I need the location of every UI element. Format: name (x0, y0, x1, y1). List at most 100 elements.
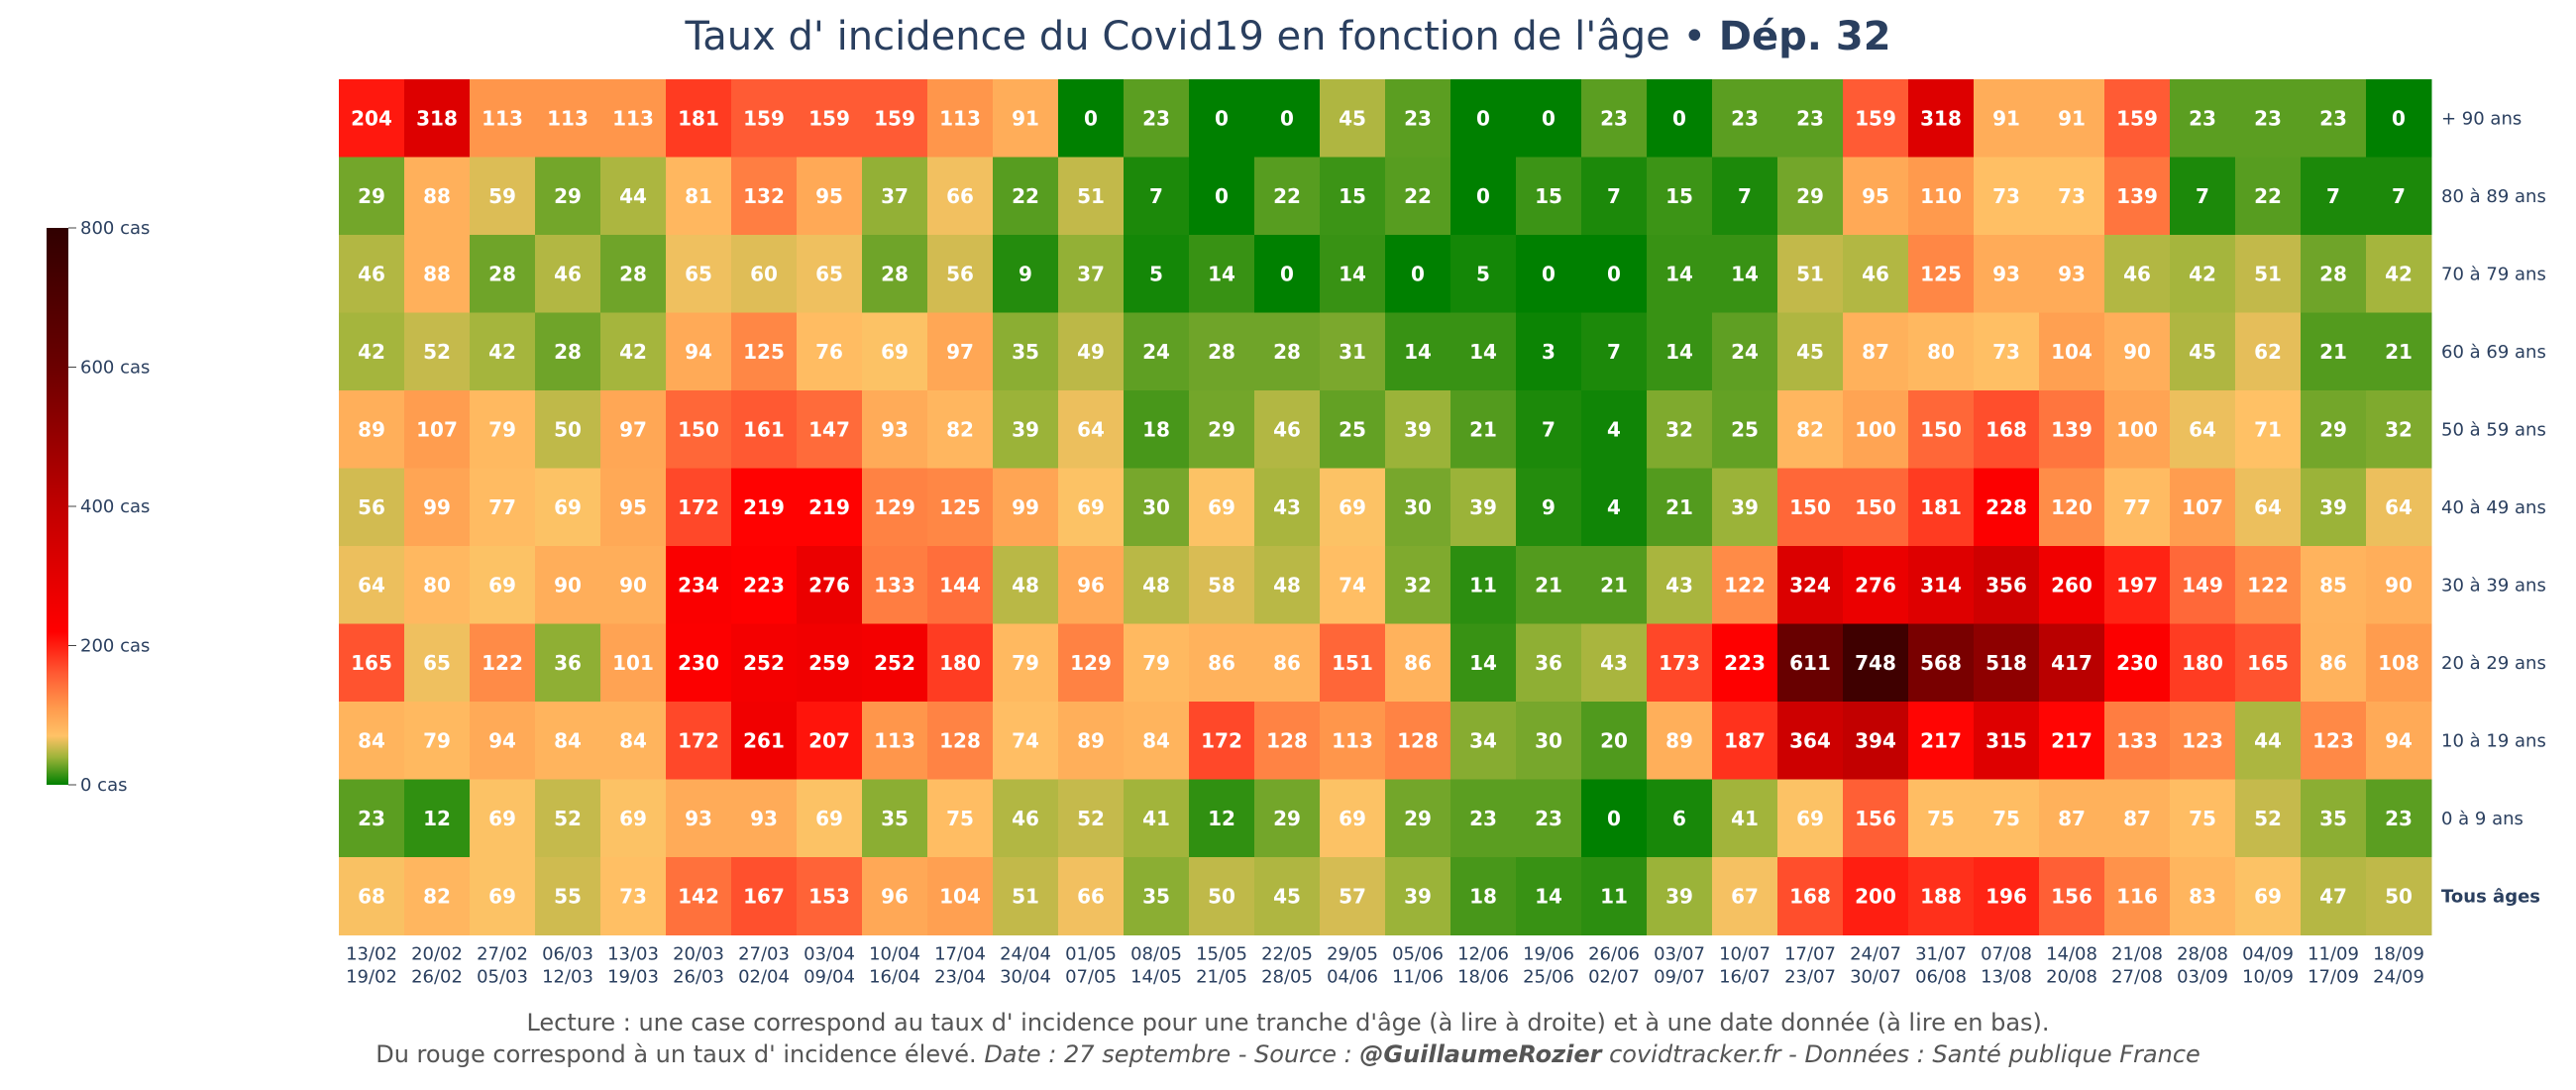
heatmap-cell (1189, 857, 1255, 935)
heatmap-cell-label: 324 (1789, 573, 1831, 597)
heatmap-cell-label: 64 (2189, 417, 2216, 441)
heatmap-cell (1320, 779, 1386, 858)
heatmap-cell-label: 73 (1992, 184, 2020, 208)
heatmap-cell (666, 79, 732, 158)
heatmap-cell (1908, 546, 1975, 624)
heatmap-cell (1647, 857, 1713, 935)
heatmap-cell (1385, 312, 1451, 391)
heatmap-cell-label: 48 (1012, 573, 1039, 597)
heatmap-cell (1712, 390, 1778, 469)
heatmap-cell-label: 168 (1986, 417, 2027, 441)
heatmap-cell (1320, 390, 1386, 469)
x-tick-end: 17/09 (2308, 967, 2359, 988)
heatmap-cell (1124, 546, 1190, 624)
heatmap-cell-label: 113 (1332, 728, 1373, 752)
heatmap-cell (1974, 857, 2040, 935)
heatmap-cell-label: 0 (1542, 262, 1556, 285)
heatmap-cell (1254, 235, 1321, 313)
heatmap-cell-label: 113 (939, 106, 981, 130)
heatmap-cell (1843, 468, 1909, 547)
heatmap-cell (1320, 546, 1386, 624)
heatmap-cell-label: 28 (554, 340, 582, 364)
heatmap-cell (1385, 390, 1451, 469)
heatmap-cell-label: 18 (1142, 417, 1170, 441)
heatmap-cell (1516, 468, 1582, 547)
heatmap-cell (2366, 857, 2432, 935)
heatmap-cell-label: 86 (1404, 651, 1432, 675)
heatmap-cell (1058, 779, 1125, 858)
heatmap-cell-label: 104 (939, 884, 981, 908)
x-tick-start: 18/09 (2373, 944, 2424, 965)
heatmap-cell (1581, 79, 1648, 158)
heatmap-cell-label: 44 (2254, 728, 2282, 752)
heatmap-cell-label: 364 (1789, 728, 1831, 752)
heatmap-cell-label: 314 (1920, 573, 1962, 597)
x-tick-end: 30/07 (1850, 967, 1901, 988)
caption-date-source: Date : 27 septembre - Source : (984, 1040, 1359, 1068)
heatmap-cell-label: 39 (1404, 417, 1432, 441)
heatmap-cell (731, 857, 798, 935)
heatmap-cell (1974, 235, 2040, 313)
heatmap-cell (404, 468, 471, 547)
heatmap-cell-label: 7 (2196, 184, 2209, 208)
heatmap-cell-label: 95 (1862, 184, 1889, 208)
heatmap-cell-label: 23 (2189, 106, 2216, 130)
x-tick-end: 18/06 (1457, 967, 1509, 988)
heatmap-cell-label: 52 (423, 340, 451, 364)
heatmap-cell-label: 24 (1142, 340, 1170, 364)
heatmap-cell-label: 252 (743, 651, 785, 675)
heatmap-cell (862, 157, 928, 236)
heatmap-cell (339, 857, 405, 935)
heatmap-cell-label: 69 (554, 495, 582, 519)
heatmap-cell (1516, 546, 1582, 624)
heatmap-cell (470, 79, 536, 158)
heatmap-cell (666, 468, 732, 547)
heatmap-cell-label: 94 (685, 340, 712, 364)
heatmap-cell (2301, 468, 2367, 547)
heatmap-cell (2301, 779, 2367, 858)
heatmap-cell (2301, 623, 2367, 703)
heatmap-cell-label: 15 (1665, 184, 1693, 208)
heatmap-cell-label: 123 (2312, 728, 2354, 752)
heatmap-cell (535, 390, 601, 469)
heatmap-cell-label: 52 (554, 807, 582, 830)
heatmap-cell-label: 21 (2319, 340, 2347, 364)
heatmap-cell (1254, 468, 1321, 547)
heatmap-cell (2170, 468, 2236, 547)
heatmap-cell (2039, 779, 2105, 858)
heatmap-cell-label: 0 (1607, 807, 1621, 830)
x-tick-end: 04/06 (1327, 967, 1378, 988)
heatmap-cell-label: 90 (2385, 573, 2413, 597)
heatmap-cell (1581, 702, 1648, 780)
heatmap-cell (1647, 79, 1713, 158)
heatmap-cell-label: 11 (1600, 884, 1628, 908)
heatmap-cell (1058, 468, 1125, 547)
heatmap-cell (1058, 157, 1125, 236)
heatmap-cell (666, 546, 732, 624)
heatmap-cell-label: 84 (1142, 728, 1170, 752)
heatmap-cell (2235, 857, 2302, 935)
heatmap-cell-label: 276 (808, 573, 850, 597)
heatmap-cell-label: 87 (1862, 340, 1889, 364)
heatmap-cell (862, 702, 928, 780)
heatmap-cell-label: 94 (488, 728, 516, 752)
heatmap-cell-label: 14 (1469, 340, 1497, 364)
heatmap-cell-label: 64 (2254, 495, 2282, 519)
x-tick-end: 20/08 (2046, 967, 2097, 988)
heatmap-cell-label: 39 (1469, 495, 1497, 519)
heatmap-cell (2104, 546, 2171, 624)
heatmap-cell (666, 623, 732, 703)
heatmap-cell (1908, 702, 1975, 780)
heatmap-cell (666, 235, 732, 313)
heatmap-cell (1385, 779, 1451, 858)
heatmap-cell (1712, 468, 1778, 547)
chart-title-main: Taux d' incidence du Covid19 en fonction… (684, 14, 1669, 59)
heatmap-cell-label: 87 (2123, 807, 2151, 830)
heatmap-cell-label: 122 (2247, 573, 2289, 597)
x-tick-end: 05/03 (477, 967, 528, 988)
heatmap-cell-label: 0 (1280, 262, 1294, 285)
x-tick-start: 19/06 (1523, 944, 1574, 965)
heatmap-cell-label: 9 (1542, 495, 1556, 519)
heatmap-cell (1124, 312, 1190, 391)
